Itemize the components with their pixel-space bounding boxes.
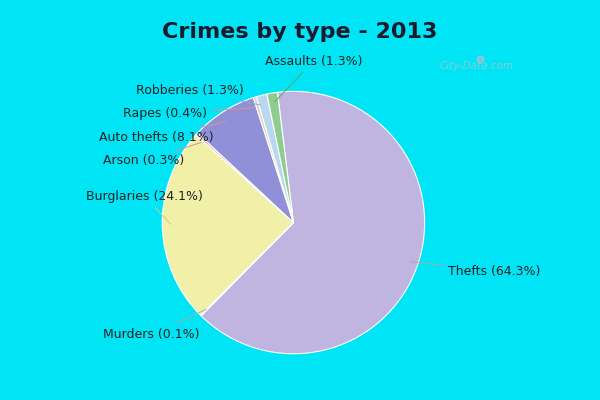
Text: Auto thefts (8.1%): Auto thefts (8.1%): [99, 122, 226, 144]
Wedge shape: [197, 98, 293, 222]
Wedge shape: [201, 91, 425, 354]
Text: Crimes by type - 2013: Crimes by type - 2013: [163, 22, 437, 42]
Text: Burglaries (24.1%): Burglaries (24.1%): [86, 190, 203, 224]
Text: Robberies (1.3%): Robberies (1.3%): [136, 84, 261, 105]
Wedge shape: [196, 133, 293, 222]
Wedge shape: [162, 135, 293, 315]
Text: City-Data.com: City-Data.com: [440, 61, 514, 71]
Wedge shape: [200, 222, 293, 316]
Text: Assaults (1.3%): Assaults (1.3%): [265, 55, 362, 102]
Wedge shape: [267, 92, 293, 222]
Text: Murders (0.1%): Murders (0.1%): [103, 310, 206, 340]
Text: Rapes (0.4%): Rapes (0.4%): [123, 107, 254, 120]
Text: Arson (0.3%): Arson (0.3%): [103, 142, 201, 167]
Wedge shape: [256, 94, 293, 222]
Text: Thefts (64.3%): Thefts (64.3%): [410, 262, 541, 278]
Wedge shape: [253, 97, 293, 222]
